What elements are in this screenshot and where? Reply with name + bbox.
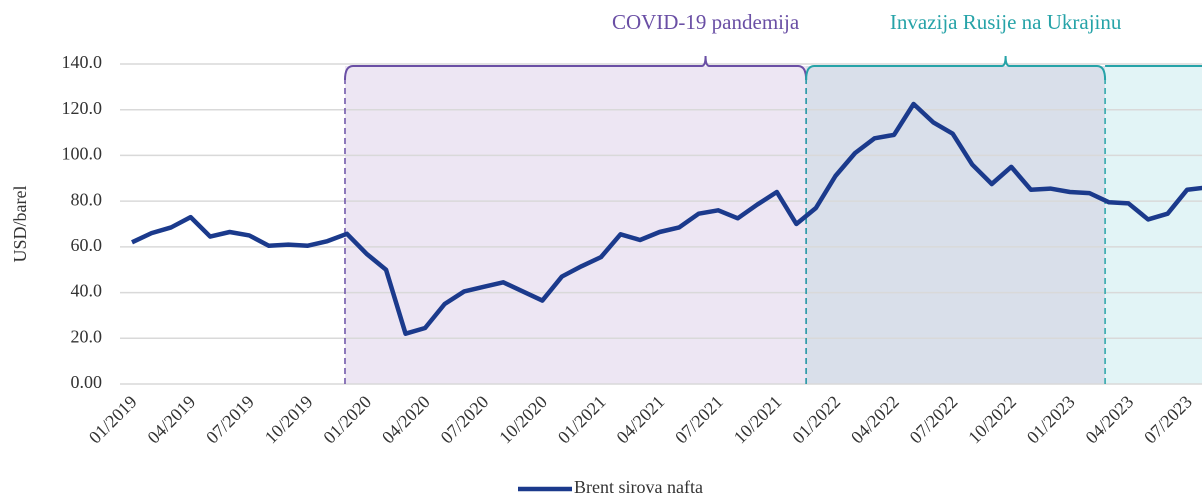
x-tick-label: 07/2022 (906, 392, 962, 448)
x-tick-label: 04/2023 (1081, 392, 1137, 448)
x-tick-label: 04/2022 (847, 392, 903, 448)
period-bracket (805, 55, 1202, 81)
y-tick-label: 60.0 (71, 235, 103, 255)
y-tick-label: 120.0 (62, 98, 103, 118)
y-tick-label: 140.0 (62, 52, 103, 72)
x-tick-label: 01/2020 (319, 392, 375, 448)
x-tick-label: 01/2021 (554, 392, 610, 448)
x-tick-label: 01/2023 (1023, 392, 1079, 448)
x-tick-label: 07/2019 (202, 392, 258, 448)
y-tick-label: 40.0 (71, 281, 103, 301)
x-tick-label: 07/2023 (1140, 392, 1196, 448)
x-tick-label: 10/2019 (261, 392, 317, 448)
x-tick-label: 04/2019 (143, 392, 199, 448)
x-tick-label: 10/2021 (730, 392, 786, 448)
x-tick-label: 04/2020 (378, 392, 434, 448)
x-tick-label: 07/2020 (437, 392, 493, 448)
y-tick-label: 20.0 (71, 326, 103, 346)
legend-label: Brent sirova nafta (574, 477, 703, 497)
y-tick-label: 80.0 (71, 189, 103, 209)
x-tick-label: 04/2021 (612, 392, 668, 448)
period-band (344, 66, 807, 384)
x-tick-label: 10/2020 (495, 392, 551, 448)
x-tick-label: 10/2022 (964, 392, 1020, 448)
period-bracket (343, 55, 808, 81)
y-tick-label: 0.00 (71, 372, 103, 392)
period-band (806, 66, 1106, 384)
x-tick-label: 01/2019 (85, 392, 141, 448)
period-band-after (1105, 66, 1202, 384)
data-line (131, 101, 1202, 336)
y-axis-label: USD/barel (10, 186, 30, 263)
x-tick-label: 01/2022 (788, 392, 844, 448)
y-tick-label: 100.0 (62, 144, 103, 164)
period-label: Invazija Rusije na Ukrajinu (890, 10, 1122, 34)
period-label: COVID-19 pandemija (612, 10, 800, 34)
x-tick-label: 07/2021 (671, 392, 727, 448)
